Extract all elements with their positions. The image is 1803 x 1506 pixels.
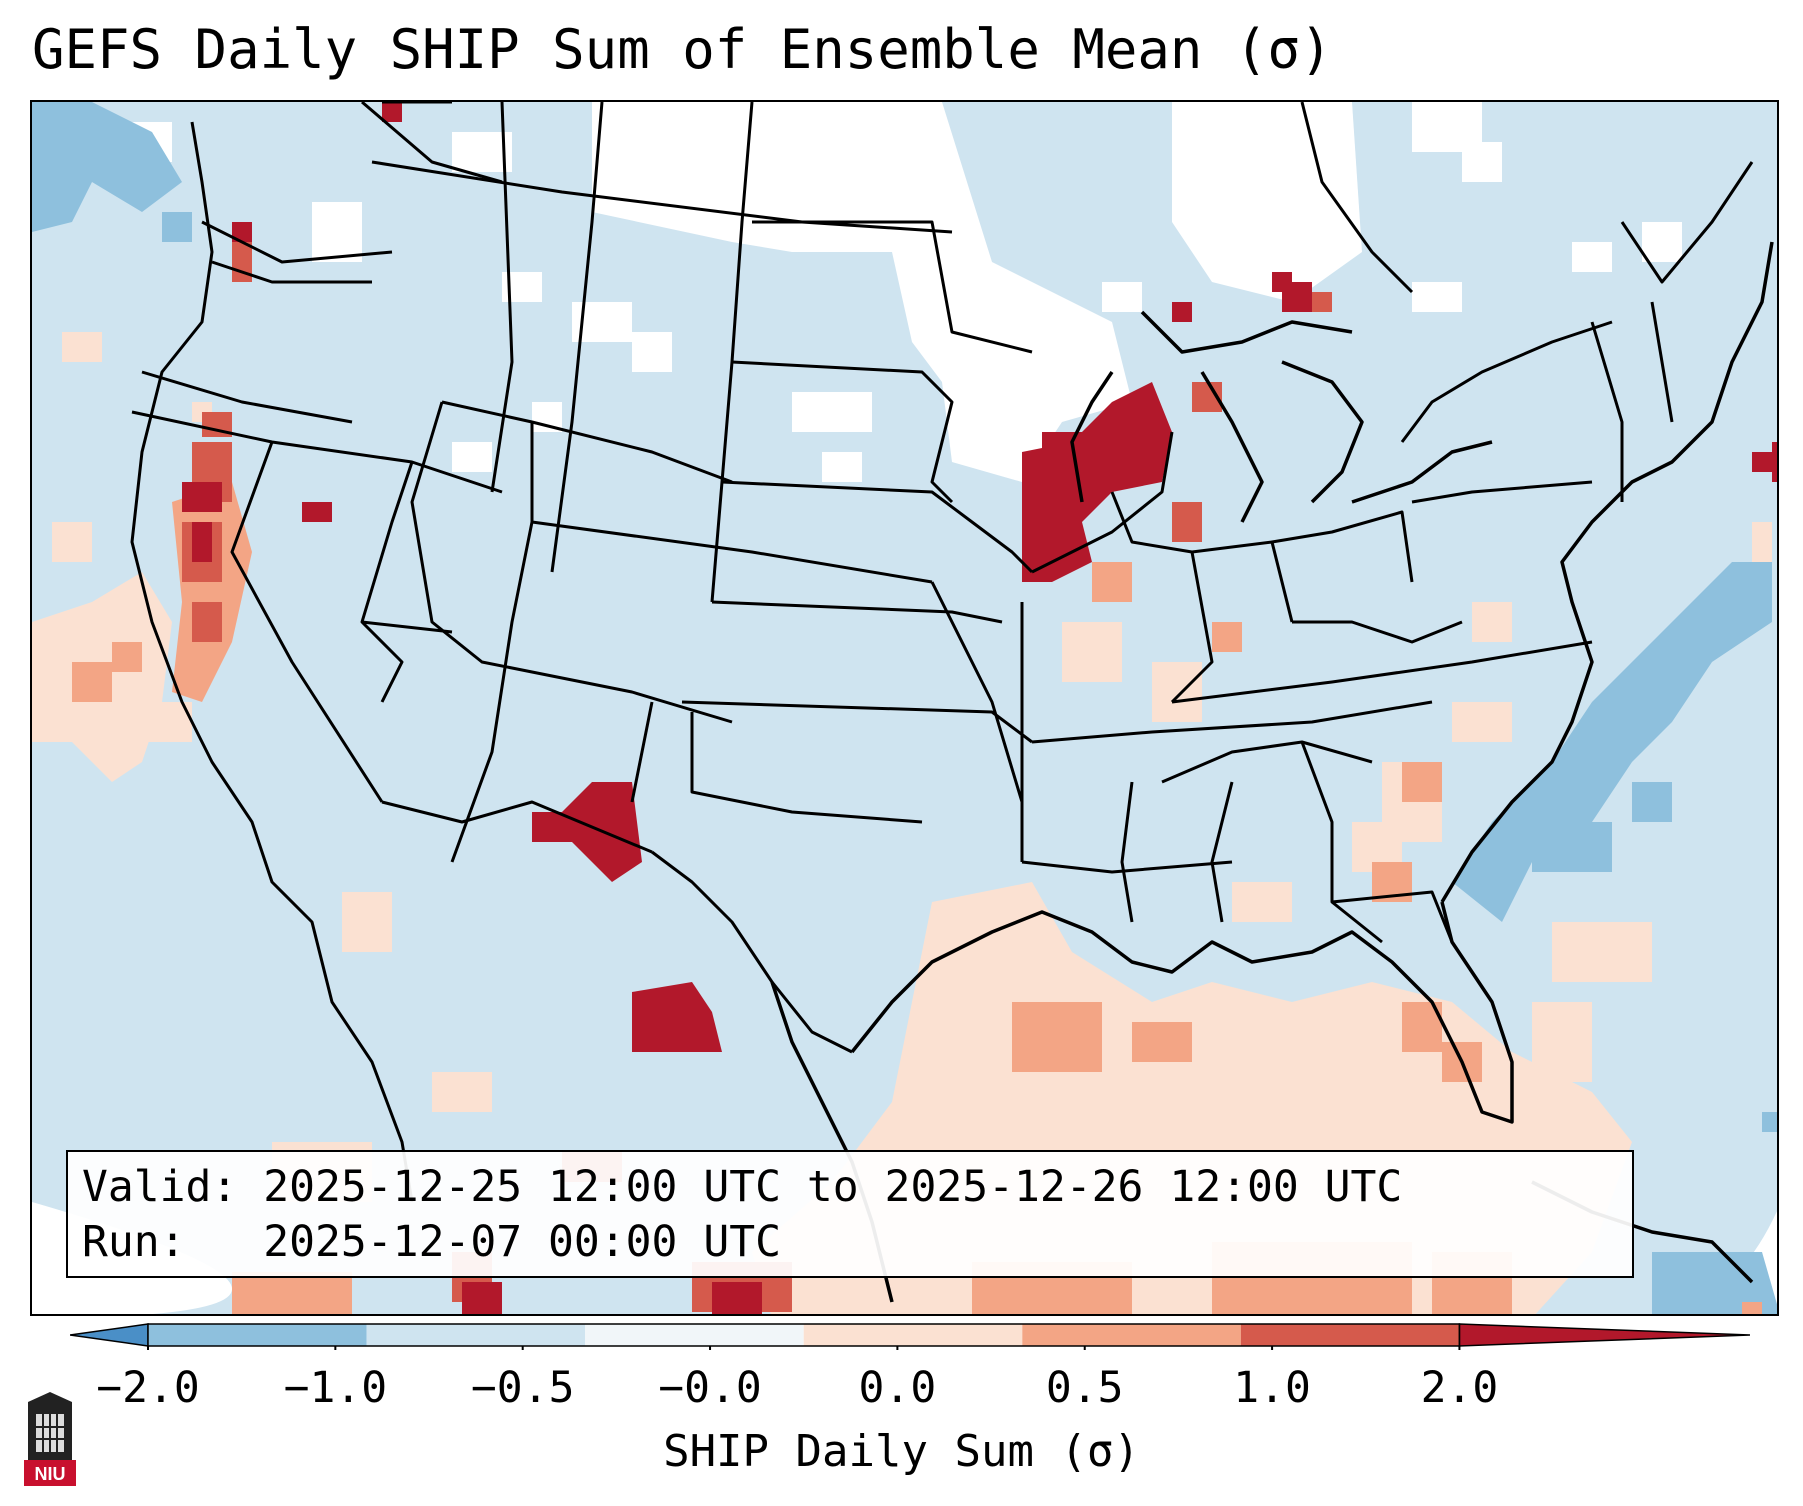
colorbar-label: SHIP Daily Sum (σ) (663, 1426, 1140, 1477)
colorbar-tick-label: 0.5 (1045, 1363, 1124, 1413)
colorbar-extend-high (1458, 1323, 1750, 1347)
run-row: Run: 2025-12-07 00:00 UTC (82, 1215, 1618, 1270)
colorbar-segments (70, 1323, 1750, 1350)
colorbar-segment (585, 1324, 804, 1346)
valid-value: 2025-12-25 12:00 UTC to 2025-12-26 12:00… (263, 1162, 1403, 1212)
valid-key: Valid: (82, 1162, 238, 1212)
colorbar-outline (147, 1323, 1461, 1347)
map-title: GEFS Daily SHIP Sum of Ensemble Mean (σ) (32, 18, 1333, 81)
valid-row: Valid: 2025-12-25 12:00 UTC to 2025-12-2… (82, 1160, 1618, 1215)
run-value: 2025-12-07 00:00 UTC (263, 1217, 781, 1267)
colorbar-tick-label: −0.0 (658, 1363, 762, 1413)
colorbar-segment (148, 1324, 367, 1346)
niu-logo: NIU (24, 1392, 76, 1486)
colorbar-segment (1240, 1324, 1460, 1346)
state-boundaries (130, 102, 1754, 1203)
colorbar-tick-label: 2.0 (1420, 1363, 1499, 1413)
validity-info-box: Valid: 2025-12-25 12:00 UTC to 2025-12-2… (66, 1150, 1634, 1278)
colorbar-segment (366, 1324, 586, 1346)
negative-anomaly-areas (32, 102, 1777, 1314)
colorbar (70, 1323, 1750, 1350)
colorbar-tick-label: −2.0 (96, 1363, 200, 1413)
colorbar-tick-label: −0.5 (470, 1363, 575, 1413)
colorbar-segment (1022, 1324, 1241, 1346)
svg-text:NIU: NIU (35, 1464, 66, 1484)
colorbar-tick-label: −1.0 (283, 1363, 388, 1413)
colorbar-extend-low (70, 1323, 149, 1347)
map-canvas (32, 102, 1777, 1314)
run-key: Run: (82, 1217, 186, 1267)
colorbar-segment (803, 1324, 1023, 1346)
colorbar-tick-label: 0.0 (858, 1363, 937, 1413)
map-panel (30, 100, 1779, 1316)
colorbar-tick-label: 1.0 (1233, 1363, 1311, 1413)
